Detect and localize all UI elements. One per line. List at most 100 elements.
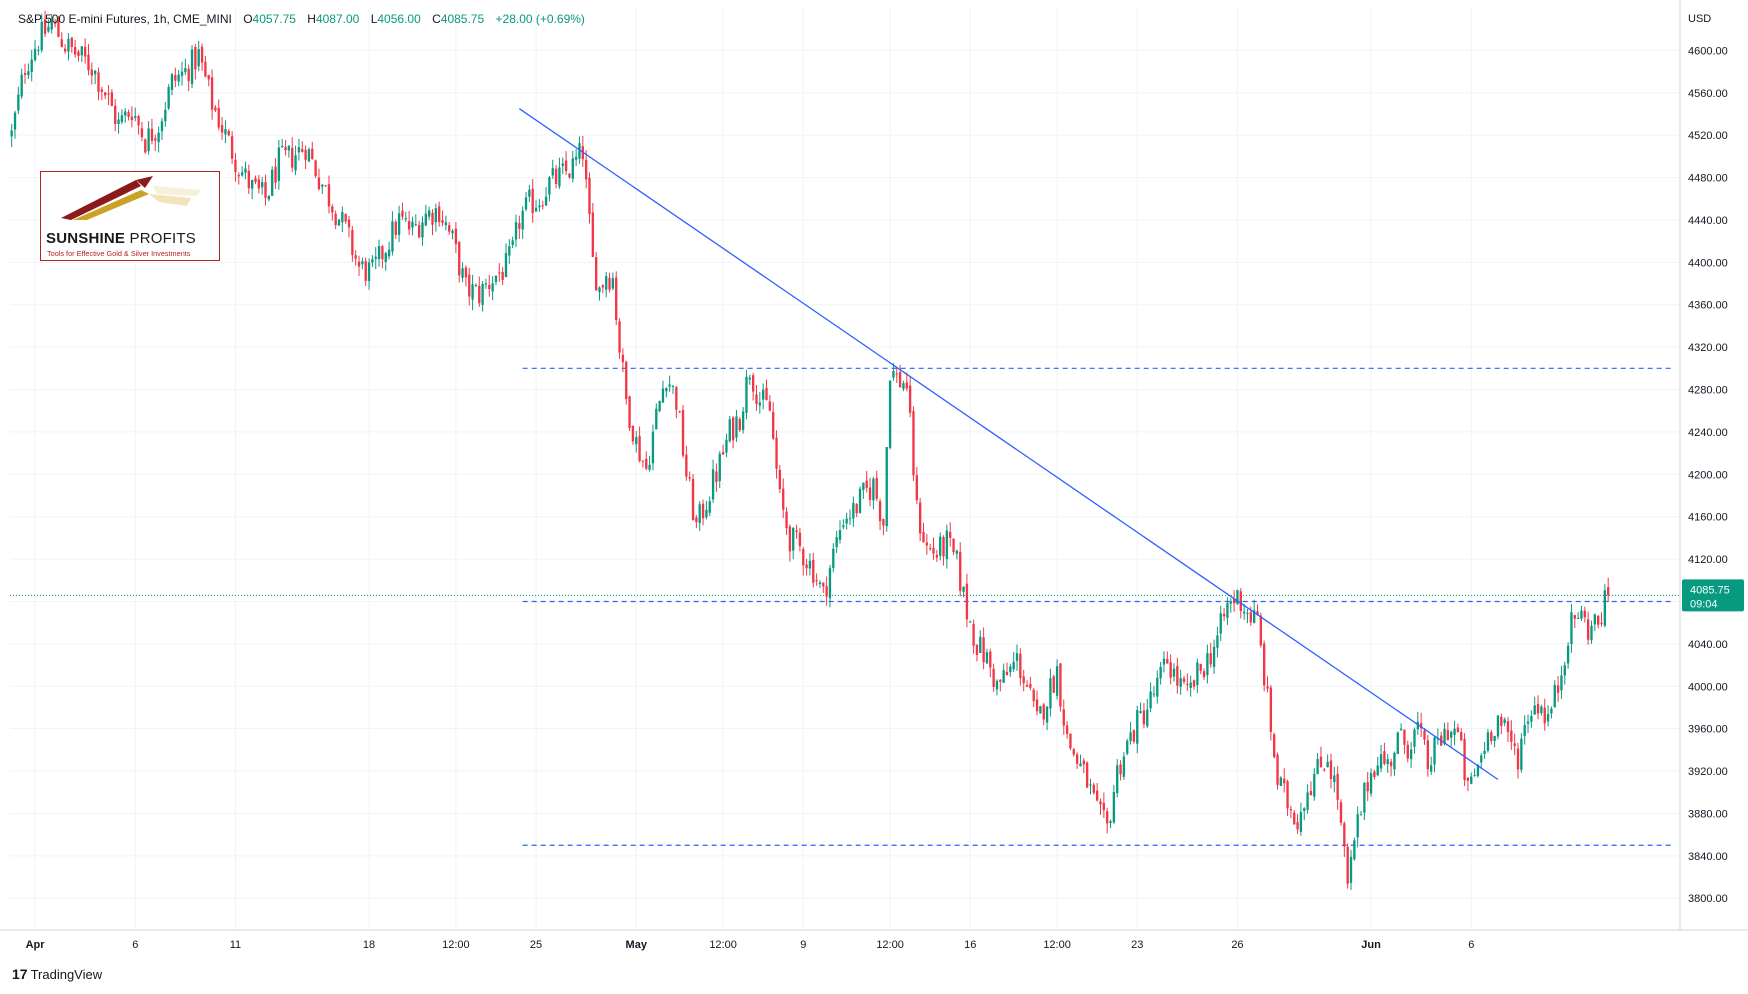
candle-body (134, 116, 137, 118)
candle-body (528, 189, 531, 197)
candle-body (204, 61, 207, 77)
candle-body (1246, 612, 1249, 614)
candle-body (1486, 732, 1490, 751)
logo-title-thin: PROFITS (125, 230, 196, 247)
candle-body (87, 54, 90, 71)
candle-body (1096, 790, 1099, 801)
candle-body (538, 205, 541, 208)
candle-body (561, 163, 564, 166)
candle-body (220, 125, 224, 133)
candle-body (792, 527, 795, 551)
candle-body (1576, 617, 1580, 619)
candle-body (615, 277, 618, 320)
candle-body (942, 536, 945, 557)
candle-body (1149, 691, 1152, 709)
candle-body (668, 384, 671, 387)
candle-body (1366, 782, 1369, 792)
candle-body (1379, 754, 1383, 769)
candle-body (1433, 737, 1436, 765)
candle-body (1500, 716, 1503, 726)
candle-body (1520, 738, 1523, 770)
candle-body (695, 517, 698, 523)
candle-body (1336, 773, 1339, 800)
candle-body (982, 637, 985, 663)
candle-body (1346, 846, 1349, 884)
price-axis-currency: USD (1688, 13, 1711, 25)
price-axis-tick-label: 3840.00 (1688, 851, 1728, 863)
candle-body (591, 212, 594, 257)
candle-body (1543, 707, 1546, 724)
candle-body (1326, 761, 1329, 768)
time-axis-tick-label: 12:00 (709, 939, 737, 951)
candle-body (815, 580, 818, 582)
candle-body (765, 387, 768, 400)
candle-body (1012, 661, 1015, 670)
candle-body (30, 59, 33, 73)
candle-body (524, 197, 528, 210)
candle-body (474, 284, 478, 286)
candle-body (481, 283, 484, 305)
candle-body (778, 469, 782, 490)
candle-body (43, 19, 47, 34)
candle-body (992, 668, 995, 687)
candle-body (451, 230, 454, 234)
time-axis-tick-label: 18 (363, 939, 375, 951)
candle-body (1226, 603, 1229, 618)
candle-body (705, 509, 708, 518)
candle-body (751, 375, 755, 392)
candle-body (1065, 725, 1069, 735)
candle-body (1333, 775, 1336, 783)
candle-body (965, 583, 969, 620)
candle-body (1426, 740, 1429, 770)
axes[interactable]: USD 3800.00 3840.00 3880.00 3920.00 3960.00 40… (0, 0, 1748, 951)
candle-body (715, 471, 718, 482)
candle-body (281, 146, 284, 148)
trendline[interactable] (518, 108, 1499, 781)
candle-body (304, 149, 307, 160)
candle-body (130, 116, 134, 120)
candle-body (588, 177, 591, 215)
candle-body (1279, 777, 1283, 787)
price-axis-tick-label: 4320.00 (1688, 342, 1728, 354)
candle-body (1212, 646, 1216, 668)
downtrend-line[interactable] (518, 108, 1499, 781)
candle-body (745, 376, 748, 413)
candle-body (1456, 727, 1460, 733)
candle-body (511, 240, 514, 246)
candle-body (1600, 622, 1603, 624)
candle-body (855, 504, 858, 514)
price-axis-panel[interactable] (1680, 0, 1748, 930)
candle-body (337, 219, 341, 226)
candle-body (995, 680, 999, 690)
candle-body (1550, 708, 1553, 714)
candle-body (1085, 762, 1089, 788)
candle-body (1216, 635, 1219, 648)
candle-body (1236, 589, 1239, 605)
candle-body (685, 454, 688, 477)
price-axis-tick-label: 4240.00 (1688, 427, 1728, 439)
candle-body (1603, 590, 1607, 626)
candle-body (1590, 625, 1593, 641)
tradingview-branding[interactable]: 17 TradingView (12, 966, 102, 982)
candle-body (438, 206, 441, 223)
symbol-title: S&P 500 E-mini Futures, 1h, CME_MINI (18, 12, 232, 26)
candle-body (892, 370, 895, 378)
candle-body (33, 48, 37, 61)
candle-body (1172, 668, 1176, 677)
candle-body (1516, 748, 1520, 770)
candle-body (838, 530, 842, 540)
candle-body (725, 439, 728, 453)
candle-body (214, 107, 217, 111)
candle-body (1196, 662, 1199, 686)
candle-body (655, 408, 658, 430)
candle-body (23, 72, 27, 75)
candle-body (708, 501, 711, 513)
price-axis-tick-label: 4280.00 (1688, 385, 1728, 397)
candles (10, 10, 1610, 890)
candle-body (137, 116, 140, 126)
candle-body (83, 46, 87, 57)
candle-body (531, 188, 534, 214)
candle-body (949, 531, 952, 538)
